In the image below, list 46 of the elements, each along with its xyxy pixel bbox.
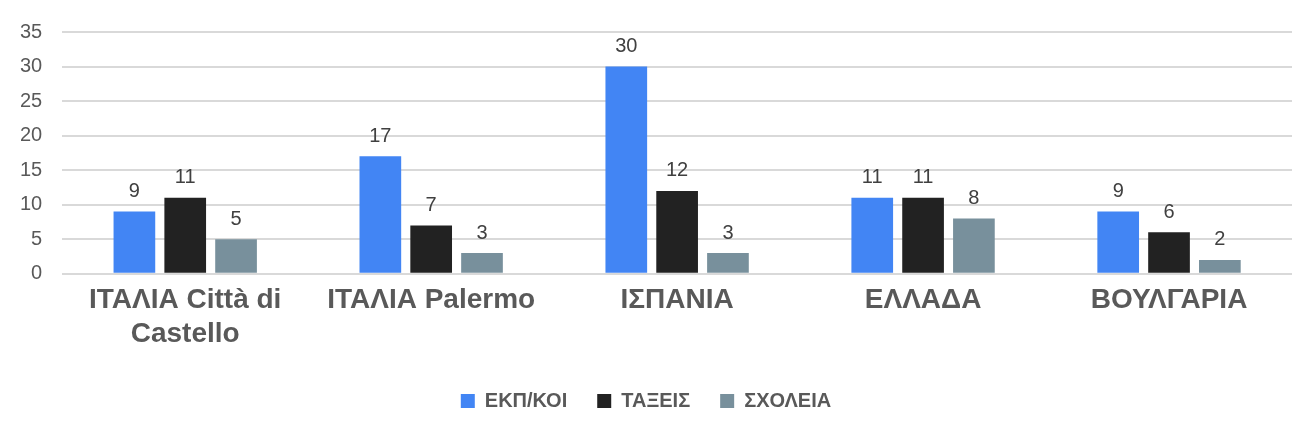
y-tick-label: 10 [20, 192, 43, 215]
legend-label: ΣΧΟΛΕΙΑ [744, 388, 832, 411]
y-tick-label: 20 [20, 123, 43, 146]
data-label: 9 [1112, 179, 1124, 202]
x-tick-label: ΙΣΠΑΝΙΑ [620, 283, 734, 315]
data-label: 11 [912, 165, 934, 188]
data-label: 7 [425, 192, 437, 215]
data-label: 2 [1214, 227, 1226, 250]
data-label: 9 [128, 179, 140, 202]
legend-label: ΕΚΠ/ΚΟΙ [484, 388, 568, 411]
bar [1097, 211, 1140, 273]
y-tick-label: 30 [20, 54, 43, 77]
data-label: 8 [968, 186, 980, 209]
y-tick-label: 5 [31, 226, 43, 249]
bar [215, 239, 257, 273]
x-tick-label: ΙΤΑΛΙΑ Città di Castello [89, 283, 282, 348]
data-label: 17 [369, 123, 392, 146]
y-tick-label: 15 [20, 157, 43, 180]
data-label: 3 [476, 220, 488, 243]
bar [113, 211, 156, 273]
bar [164, 197, 207, 273]
bar [902, 197, 944, 273]
bar [656, 190, 698, 273]
data-label: 11 [174, 165, 196, 188]
legend-label: ΤΑΞΕΙΣ [621, 388, 691, 411]
bar [461, 253, 503, 273]
data-label: 3 [722, 220, 734, 243]
bar [1199, 259, 1241, 273]
data-label: 11 [861, 165, 883, 188]
bar [359, 156, 402, 273]
bar [707, 253, 749, 273]
data-label: 5 [230, 206, 242, 229]
y-tick-label: 0 [31, 261, 43, 284]
bar [410, 225, 453, 273]
x-tick-label: ΒΟΥΛΓΑΡΙΑ [1090, 283, 1248, 315]
x-tick-label: ΕΛΛΑΔΑ [864, 283, 982, 315]
y-tick-label: 25 [20, 88, 43, 111]
y-tick-label: 35 [20, 19, 43, 42]
bar [1148, 232, 1190, 273]
data-label: 6 [1163, 199, 1175, 222]
bar [953, 218, 995, 273]
data-label: 12 [666, 158, 689, 181]
x-tick-label: ΙΤΑΛΙΑ Palermo [327, 283, 536, 315]
bar [851, 197, 894, 273]
data-label: 30 [615, 34, 638, 57]
bar [605, 66, 648, 273]
